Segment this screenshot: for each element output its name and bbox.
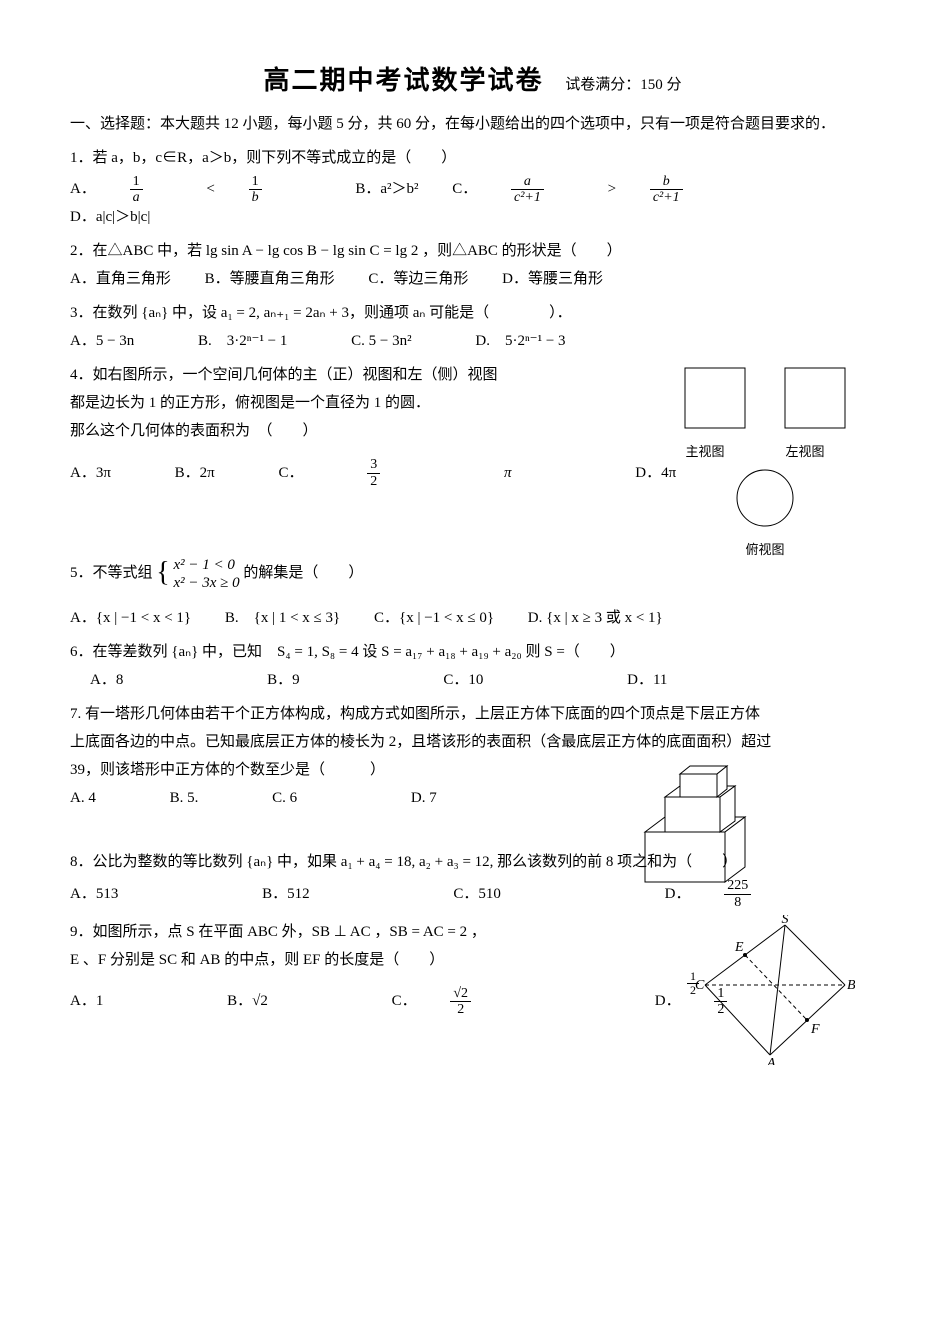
- q4-left-view-label: 左视图: [785, 442, 824, 463]
- q1-option-a: A． 1a < 1b: [70, 174, 322, 206]
- q3-option-c: C. 5 − 3n²: [351, 329, 411, 353]
- svg-text:F: F: [810, 1022, 820, 1037]
- q5-stem: 5．不等式组 { x² − 1 < 0 x² − 3x ≥ 0 的解集是（ ）: [70, 551, 875, 596]
- q7-option-a: A. 4: [70, 786, 96, 810]
- question-8: 8．公比为整数的等比数列 {aₙ} 中，如果 a₁ + a₄ = 18, a₂ …: [70, 850, 875, 910]
- q7-option-d: D. 7: [411, 786, 437, 810]
- q3-option-a: A．5 − 3n: [70, 329, 134, 353]
- q8-stem: 8．公比为整数的等比数列 {aₙ} 中，如果 a₁ + a₄ = 18, a₂ …: [70, 850, 875, 874]
- q1-option-c: C． ac²+1 > bc²+1: [452, 174, 742, 206]
- q2-options: A．直角三角形 B．等腰直角三角形 C．等边三角形 D．等腰三角形: [70, 267, 875, 291]
- question-2: 2．在△ABC 中，若 lg sin A − lg cos B − lg sin…: [70, 239, 875, 291]
- q8-option-a: A．513: [70, 882, 118, 906]
- q8-option-c: C．510: [453, 882, 501, 906]
- q1-option-d: D．a|c|＞b|c|: [70, 205, 150, 229]
- title-row: 高二期中考试数学试卷 试卷满分：150 分: [70, 60, 875, 102]
- q4-figure: 主视图 左视图 俯视图: [655, 363, 875, 560]
- q6-option-b: B．9: [267, 668, 300, 692]
- svg-text:A: A: [766, 1056, 776, 1065]
- q7-option-c: C. 6: [272, 786, 297, 810]
- q1-stem: 1．若 a，b，c∈R，a＞b，则下列不等式成立的是（ ）: [70, 146, 875, 170]
- q8-option-b: B．512: [262, 882, 310, 906]
- q6-option-a: A．8: [90, 668, 123, 692]
- q6-option-d: D．11: [627, 668, 667, 692]
- question-4: 4．如右图所示，一个空间几何体的主（正）视图和左（侧）视图 都是边长为 1 的正…: [70, 363, 875, 543]
- q4-option-b: B．2π: [175, 461, 215, 485]
- q2-option-a: A．直角三角形: [70, 267, 171, 291]
- q1-options: A． 1a < 1b B．a²＞b² C． ac²+1 > bc²+1 D．a|…: [70, 174, 875, 230]
- question-1: 1．若 a，b，c∈R，a＞b，则下列不等式成立的是（ ） A． 1a < 1b…: [70, 146, 875, 230]
- q4-views-svg: [665, 363, 865, 453]
- q2-option-b: B．等腰直角三角形: [205, 267, 335, 291]
- q5-option-c: C．{x | −1 < x ≤ 0}: [374, 606, 494, 630]
- q2-option-c: C．等边三角形: [368, 267, 468, 291]
- q5-options: A．{x | −1 < x < 1} B. {x | 1 < x ≤ 3} C．…: [70, 606, 875, 630]
- page-title: 高二期中考试数学试卷: [263, 66, 543, 95]
- q9-option-a: A．1: [70, 989, 103, 1013]
- svg-text:E: E: [734, 940, 744, 955]
- question-5: 5．不等式组 { x² − 1 < 0 x² − 3x ≥ 0 的解集是（ ） …: [70, 551, 875, 630]
- q5-option-a: A．{x | −1 < x < 1}: [70, 606, 191, 630]
- q7-line2: 上底面各边的中点。已知最底层正方体的棱长为 2，且塔该形的表面积（含最底层正方体…: [70, 730, 875, 754]
- page-subtitle: 试卷满分：150 分: [565, 77, 681, 93]
- q4-top-view-svg: [725, 463, 805, 533]
- q8-options: A．513 B．512 C．510 D． 2258: [70, 878, 875, 910]
- q6-option-c: C．10: [443, 668, 483, 692]
- q5-option-b: B. {x | 1 < x ≤ 3}: [225, 606, 340, 630]
- q7-option-b: B. 5.: [170, 786, 199, 810]
- q5-option-d: D. {x | x ≥ 3 或 x < 1}: [528, 606, 663, 630]
- q8-option-d: D． 2258: [665, 878, 812, 910]
- q4-option-a: A．3π: [70, 461, 111, 485]
- q2-option-d: D．等腰三角形: [502, 267, 603, 291]
- q4-main-view-label: 主视图: [685, 442, 724, 463]
- q2-stem: 2．在△ABC 中，若 lg sin A − lg cos B − lg sin…: [70, 239, 875, 263]
- q1-option-b: B．a²＞b²: [355, 177, 418, 201]
- q7-line1: 7. 有一塔形几何体由若干个正方体构成，构成方式如图所示，上层正方体下底面的四个…: [70, 702, 875, 726]
- q9-tetra-svg: S E C B F A: [685, 915, 855, 1065]
- q4-option-c: C． 32 π: [279, 457, 572, 489]
- question-7: 7. 有一塔形几何体由若干个正方体构成，构成方式如图所示，上层正方体下底面的四个…: [70, 702, 875, 842]
- q3-options: A．5 − 3n B. 3·2ⁿ⁻¹ − 1 C. 5 − 3n² D. 5·2…: [70, 329, 875, 353]
- q6-options: A．8 B．9 C．10 D．11: [70, 668, 875, 692]
- question-6: 6．在等差数列 {aₙ} 中，已知 S₄ = 1, S₈ = 4 设 S = a…: [70, 640, 875, 692]
- q9-figure: S E C B F A 12: [685, 915, 855, 1073]
- svg-text:S: S: [782, 915, 789, 927]
- svg-text:B: B: [847, 978, 855, 993]
- q3-option-d: D. 5·2ⁿ⁻¹ − 3: [475, 329, 565, 353]
- q9-option-c: C． √22: [392, 986, 531, 1018]
- question-9: 9．如图所示，点 S 在平面 ABC 外，SB ⊥ AC ，SB = AC = …: [70, 920, 875, 1050]
- q6-stem: 6．在等差数列 {aₙ} 中，已知 S₄ = 1, S₈ = 4 设 S = a…: [70, 640, 875, 664]
- q9-half-label: 12: [687, 970, 699, 997]
- question-3: 3．在数列 {aₙ} 中，设 a₁ = 2, aₙ₊₁ = 2aₙ + 3，则通…: [70, 301, 875, 353]
- q3-option-b: B. 3·2ⁿ⁻¹ − 1: [198, 329, 287, 353]
- q9-option-b: B．√2: [227, 989, 268, 1013]
- section-1-header: 一、选择题：本大题共 12 小题，每小题 5 分，共 60 分，在每小题给出的四…: [70, 112, 875, 136]
- q3-stem: 3．在数列 {aₙ} 中，设 a₁ = 2, aₙ₊₁ = 2aₙ + 3，则通…: [70, 301, 875, 325]
